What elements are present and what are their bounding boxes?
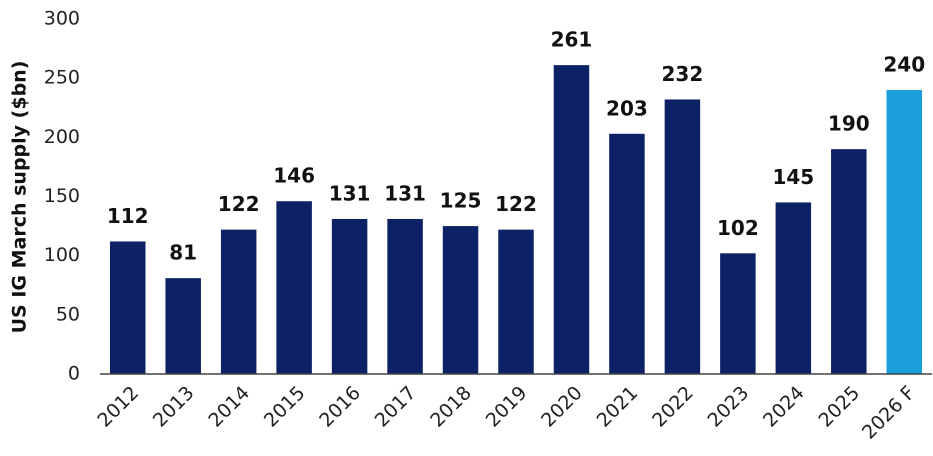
x-tick-label: 2019 [482, 382, 532, 432]
bar [387, 218, 423, 374]
y-tick-label: 150 [44, 185, 80, 207]
data-label: 131 [384, 181, 426, 205]
y-tick-label: 300 [44, 8, 80, 30]
x-tick-label: 2020 [537, 382, 587, 432]
x-tick-label: 2024 [759, 382, 809, 432]
data-label: 203 [606, 96, 648, 120]
bar [609, 133, 645, 374]
bar [331, 218, 368, 374]
data-label: 190 [828, 112, 870, 136]
data-label: 125 [440, 189, 482, 213]
bar [498, 229, 534, 374]
bar [886, 90, 923, 374]
bar [664, 99, 701, 374]
x-tick-label: 2016 [315, 382, 365, 432]
x-tick-label: 2022 [648, 382, 698, 432]
bar [276, 201, 312, 374]
data-label: 81 [169, 241, 197, 265]
bar [553, 65, 590, 375]
x-tick-label: 2015 [260, 382, 310, 432]
x-tick-label: 2018 [426, 382, 476, 432]
y-tick-label: 50 [56, 303, 80, 325]
y-tick-label: 0 [68, 363, 80, 385]
data-label: 232 [662, 62, 704, 86]
x-tick-label: 2023 [704, 382, 754, 432]
x-tick-label: 2026 F [858, 382, 920, 444]
data-label: 122 [218, 192, 260, 216]
bar [220, 229, 257, 374]
y-tick-label: 250 [44, 67, 80, 89]
x-tick-label: 2014 [204, 382, 254, 432]
y-tick-label: 200 [44, 126, 80, 148]
y-tick-label: 100 [44, 244, 80, 266]
bar [442, 226, 479, 374]
bar [720, 253, 756, 374]
x-tick-label: 2012 [93, 382, 143, 432]
bar [165, 278, 201, 374]
data-label: 146 [273, 164, 315, 188]
data-label: 112 [107, 204, 149, 228]
x-tick-label: 2017 [371, 382, 421, 432]
data-label: 102 [717, 216, 759, 240]
y-axis-label: US IG March supply ($bn) [9, 61, 31, 334]
data-label: 261 [551, 28, 593, 52]
x-tick-label: 2025 [814, 382, 864, 432]
data-label: 131 [329, 181, 371, 205]
data-label: 240 [883, 53, 925, 77]
bar [775, 202, 812, 374]
bar [109, 241, 146, 374]
x-tick-label: 2013 [149, 382, 199, 432]
data-label: 145 [772, 165, 814, 189]
x-tick-label: 2021 [593, 382, 643, 432]
data-label: 122 [495, 192, 537, 216]
bar [831, 149, 867, 374]
